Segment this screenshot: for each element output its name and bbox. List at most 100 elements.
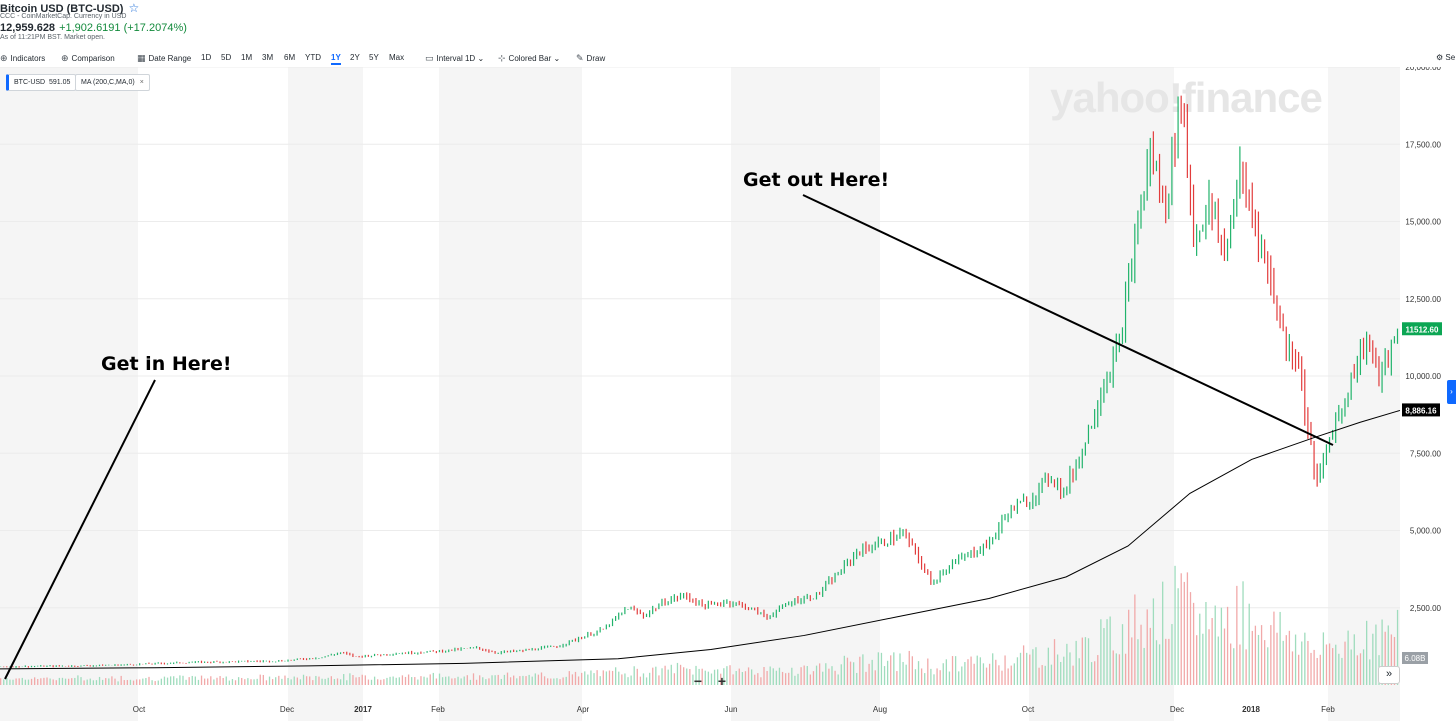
volume-bar: [723, 668, 725, 685]
comparison-icon: ⊕: [61, 53, 69, 63]
x-tick-label: Jun: [725, 705, 738, 714]
y-tick-label: 12,500.00: [1405, 295, 1441, 304]
volume-bar: [883, 666, 886, 685]
chart-type-button[interactable]: ⊹ Colored Bar ⌄: [498, 53, 561, 63]
volume-bar: [667, 669, 669, 685]
volume-bar: [818, 663, 821, 685]
volume-bar: [361, 674, 363, 685]
volume-bar: [1115, 653, 1117, 685]
range-button-max[interactable]: Max: [389, 53, 405, 62]
volume-bar: [605, 671, 608, 685]
volume-bar: [1016, 657, 1019, 685]
volume-bar: [1396, 609, 1399, 685]
month-band: [1328, 67, 1400, 721]
volume-bar: [395, 677, 397, 685]
range-button-1m[interactable]: 1M: [241, 53, 253, 62]
volume-bar: [1220, 607, 1223, 685]
volume-bar: [225, 676, 227, 685]
x-tick-label: Oct: [133, 705, 146, 714]
volume-bar: [108, 678, 110, 685]
volume-bar: [86, 679, 88, 685]
date-range-button[interactable]: ▦ Date Range: [137, 53, 192, 63]
volume-bar: [1319, 654, 1321, 685]
volume-bar: [781, 671, 784, 685]
volume-bar: [519, 676, 521, 685]
volume-bar: [132, 680, 135, 685]
volume-bar: [1103, 628, 1105, 685]
draw-button[interactable]: ✎ Draw: [576, 53, 606, 63]
range-button-ytd[interactable]: YTD: [305, 53, 321, 62]
zoom-out-button[interactable]: −: [693, 673, 703, 689]
indicators-button[interactable]: ⊕ Indicators: [0, 53, 46, 63]
volume-bar: [599, 676, 601, 685]
x-tick-label: Dec: [280, 705, 294, 714]
volume-bar: [531, 676, 533, 685]
volume-bar: [868, 663, 870, 685]
price-chart: 2,500.00 5,000.00 7,500.00 10,000.00 12,500.…: [0, 67, 1442, 721]
range-button-1y[interactable]: 1Y: [331, 53, 341, 65]
volume-bar: [429, 674, 431, 685]
volume-bar: [720, 673, 722, 685]
volume-bar: [448, 676, 450, 685]
settings-button[interactable]: ⚙ Se: [1436, 53, 1456, 62]
symbol-chip[interactable]: BTC-USD 591.05: [6, 74, 77, 91]
volume-bar: [89, 678, 91, 685]
interval-button[interactable]: ▭ Interval 1D ⌄: [425, 53, 485, 63]
volume-bar: [766, 670, 768, 685]
annotation-get-out: Get out Here!: [743, 169, 889, 191]
range-button-1d[interactable]: 1D: [201, 53, 212, 62]
x-tick-label: 2018: [1242, 705, 1260, 714]
volume-bar: [157, 680, 159, 685]
volume-bar: [704, 670, 706, 685]
volume-bar: [1137, 639, 1139, 685]
ma-chip[interactable]: MA (200,C,MA,0) ×: [75, 74, 150, 91]
volume-bar: [1146, 609, 1148, 685]
watchlist-star-icon[interactable]: ☆: [128, 1, 140, 15]
volume-bar: [930, 668, 932, 685]
volume-bar: [1264, 640, 1266, 685]
chevron-down-icon: ⌄: [553, 54, 561, 63]
volume-bar: [763, 667, 765, 685]
volume-bar: [1362, 649, 1365, 685]
range-button-5y[interactable]: 5Y: [369, 53, 379, 62]
volume-bar: [942, 663, 944, 685]
volume-bar: [1202, 633, 1204, 685]
volume-bar: [148, 676, 150, 685]
volume-bar: [1149, 627, 1151, 685]
volume-bar: [655, 666, 657, 685]
volume-bar: [241, 677, 243, 685]
volume-bar: [979, 657, 981, 685]
volume-bar: [117, 681, 119, 685]
comparison-button[interactable]: ⊕ Comparison: [61, 53, 115, 63]
volume-bar: [1063, 656, 1065, 685]
volume-bar: [24, 679, 27, 685]
volume-bar: [1251, 630, 1253, 685]
volume-bar: [1236, 585, 1238, 685]
volume-bar: [1208, 629, 1210, 685]
volume-bar: [856, 672, 858, 685]
volume-bar: [185, 679, 187, 685]
volume-bar: [1245, 649, 1247, 685]
volume-bar: [553, 678, 555, 685]
volume-bar: [83, 680, 85, 685]
volume-bar: [1035, 647, 1037, 685]
volume-bar: [284, 675, 286, 685]
close-icon[interactable]: ×: [139, 79, 144, 86]
volume-bar: [151, 680, 153, 685]
volume-bar: [559, 679, 561, 685]
zoom-in-button[interactable]: +: [717, 673, 727, 689]
range-button-2y[interactable]: 2Y: [350, 53, 360, 62]
volume-bar: [77, 675, 79, 685]
side-panel-toggle[interactable]: ›: [1447, 380, 1456, 404]
range-button-5d[interactable]: 5D: [221, 53, 232, 62]
volume-bar: [590, 670, 592, 685]
volume-bar: [822, 671, 824, 685]
range-button-6m[interactable]: 6M: [284, 53, 296, 62]
range-button-3m[interactable]: 3M: [262, 53, 274, 62]
volume-bar: [497, 674, 499, 685]
scroll-forward-button[interactable]: »: [1378, 666, 1400, 684]
volume-bar: [843, 655, 846, 685]
source-text: CCC - CoinMarketCap. Currency in USD: [0, 13, 127, 20]
volume-bar: [1307, 640, 1309, 685]
volume-bar: [726, 666, 728, 685]
